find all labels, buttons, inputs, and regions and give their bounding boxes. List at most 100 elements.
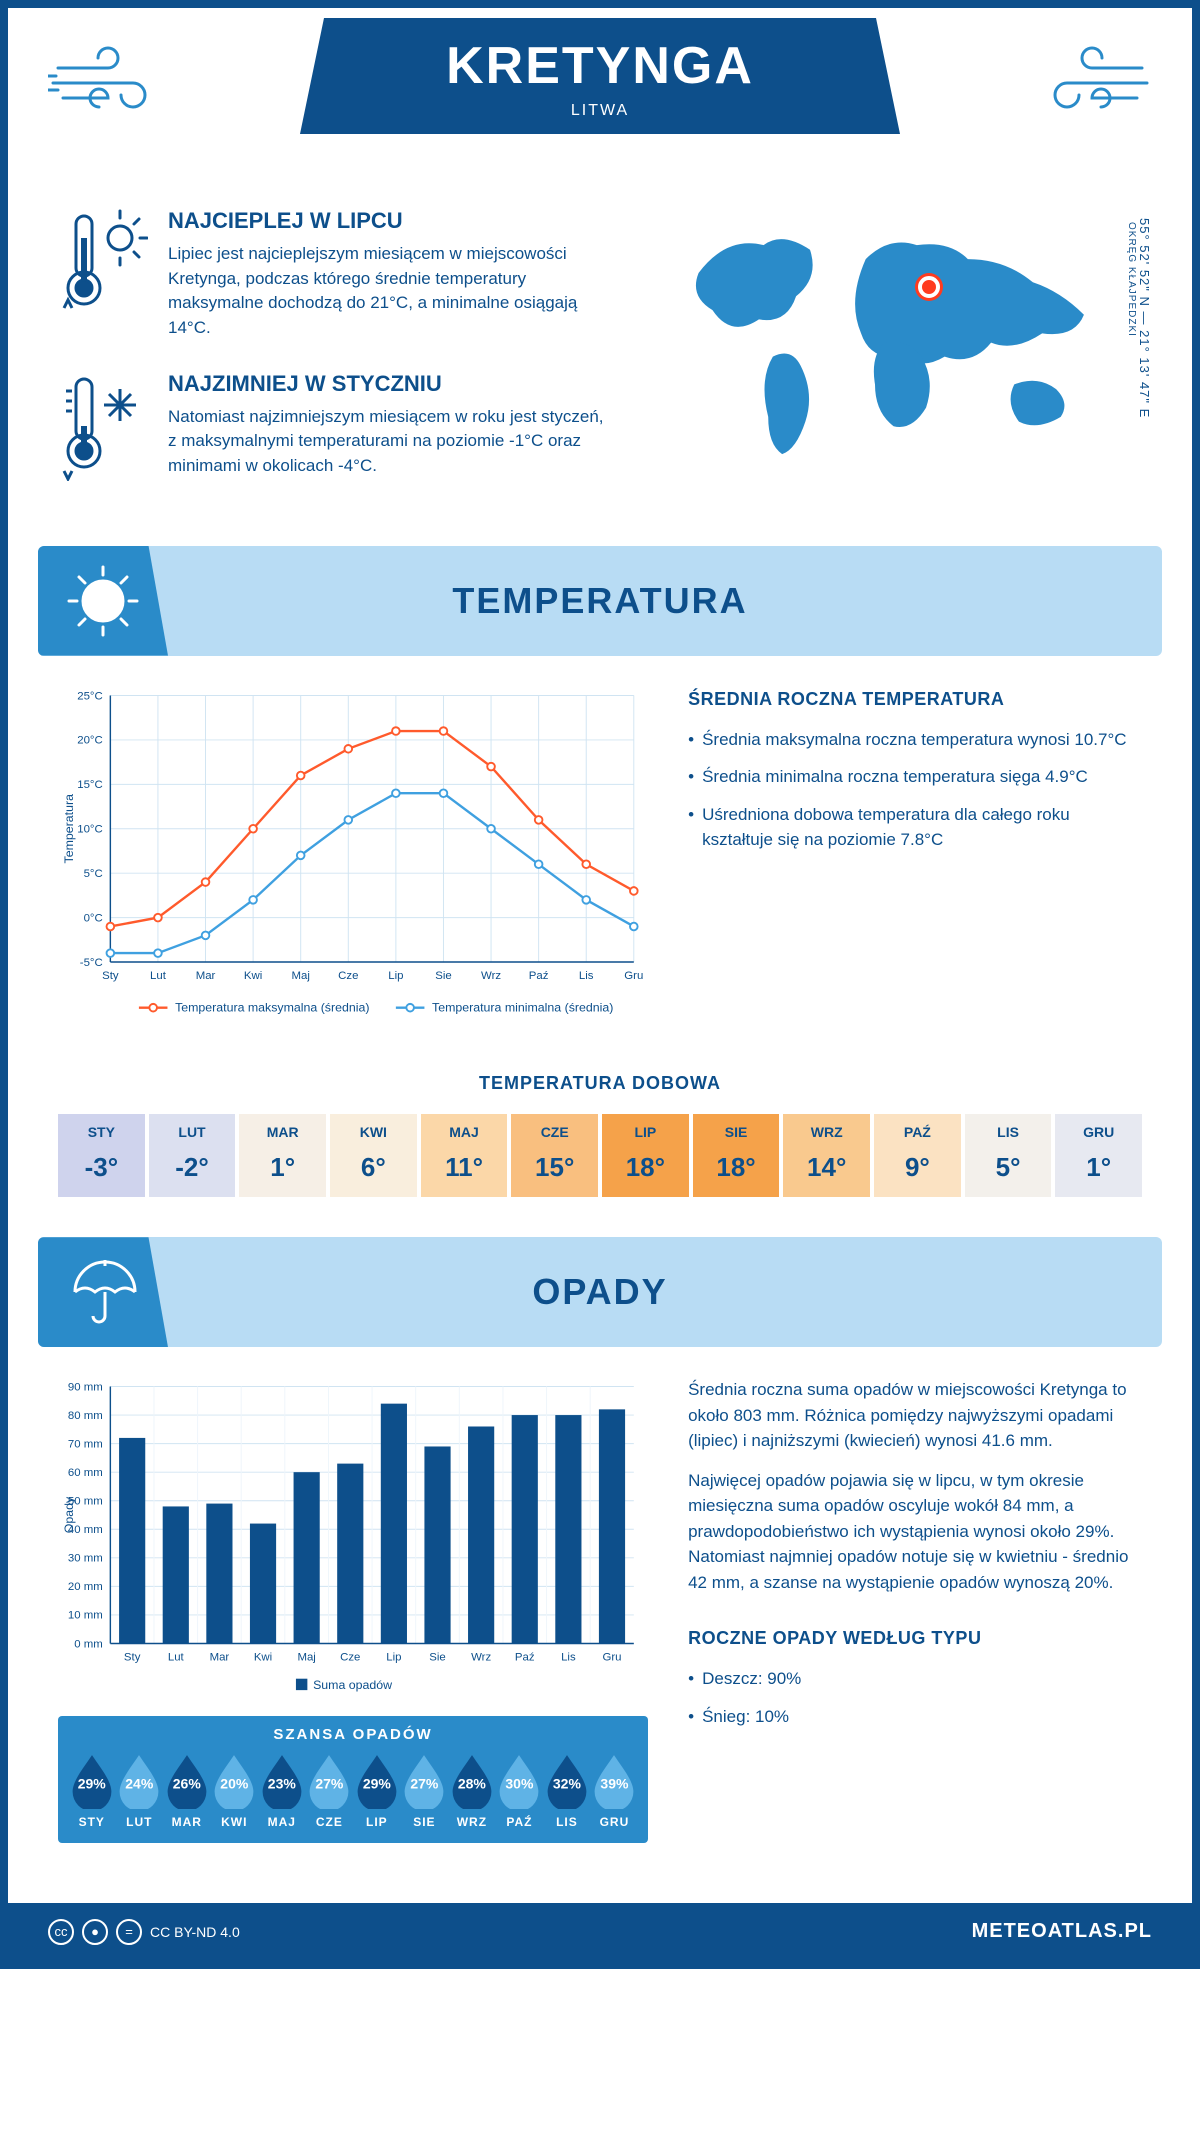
fact-cold: NAJZIMNIEJ W STYCZNIU Natomiast najzimni… bbox=[58, 371, 605, 486]
page: KRETYNGA LITWA NAJCIEP bbox=[0, 0, 1200, 1969]
svg-text:10 mm: 10 mm bbox=[68, 1610, 103, 1622]
svg-text:Lip: Lip bbox=[388, 970, 403, 982]
daily-cell: CZE15° bbox=[511, 1114, 598, 1197]
chance-cell: 28%WRZ bbox=[448, 1753, 496, 1829]
daily-cell: LIS5° bbox=[965, 1114, 1052, 1197]
fact-hot: NAJCIEPLEJ W LIPCU Lipiec jest najcieple… bbox=[58, 208, 605, 341]
svg-text:Mar: Mar bbox=[210, 1652, 230, 1664]
precip-chance-box: SZANSA OPADÓW 29%STY24%LUT26%MAR20%KWI23… bbox=[58, 1716, 648, 1843]
svg-text:20 mm: 20 mm bbox=[68, 1581, 103, 1593]
svg-text:Maj: Maj bbox=[292, 970, 310, 982]
precip-title: OPADY bbox=[168, 1271, 1162, 1313]
temperature-title: TEMPERATURA bbox=[168, 580, 1162, 622]
svg-text:80 mm: 80 mm bbox=[68, 1410, 103, 1422]
temperature-summary: ŚREDNIA ROCZNA TEMPERATURA Średnia maksy… bbox=[688, 686, 1142, 1034]
svg-text:0°C: 0°C bbox=[84, 912, 103, 924]
type-bullet: Śnieg: 10% bbox=[688, 1704, 1142, 1730]
svg-text:Wrz: Wrz bbox=[481, 970, 501, 982]
svg-text:Paź: Paź bbox=[529, 970, 549, 982]
svg-text:30 mm: 30 mm bbox=[68, 1553, 103, 1565]
svg-text:Mar: Mar bbox=[196, 970, 216, 982]
facts-column: NAJCIEPLEJ W LIPCU Lipiec jest najcieple… bbox=[58, 208, 605, 516]
summary-bullet: Średnia maksymalna roczna temperatura wy… bbox=[688, 727, 1142, 753]
daily-cell: MAR1° bbox=[239, 1114, 326, 1197]
intro-row: NAJCIEPLEJ W LIPCU Lipiec jest najcieple… bbox=[8, 188, 1192, 546]
temperature-row: -5°C0°C5°C10°C15°C20°C25°CStyLutMarKwiMa… bbox=[8, 656, 1192, 1064]
svg-text:Sie: Sie bbox=[435, 970, 451, 982]
wind-icon bbox=[48, 38, 188, 133]
daily-cell: LUT-2° bbox=[149, 1114, 236, 1197]
svg-text:Temperatura minimalna (średnia: Temperatura minimalna (średnia) bbox=[432, 1000, 613, 1014]
page-title: KRETYNGA bbox=[300, 36, 900, 96]
by-icon: ● bbox=[82, 1919, 108, 1945]
daily-cell: MAJ11° bbox=[421, 1114, 508, 1197]
type-bullet: Deszcz: 90% bbox=[688, 1666, 1142, 1692]
svg-text:Lip: Lip bbox=[386, 1652, 401, 1664]
fact-hot-text: Lipiec jest najcieplejszym miesiącem w m… bbox=[168, 242, 605, 341]
svg-text:Lut: Lut bbox=[168, 1652, 185, 1664]
chance-cell: 27%CZE bbox=[306, 1753, 354, 1829]
svg-text:70 mm: 70 mm bbox=[68, 1439, 103, 1451]
svg-text:Gru: Gru bbox=[602, 1652, 621, 1664]
chance-cell: 23%MAJ bbox=[258, 1753, 306, 1829]
svg-text:90 mm: 90 mm bbox=[68, 1382, 103, 1394]
precip-para1: Średnia roczna suma opadów w miejscowośc… bbox=[688, 1377, 1142, 1454]
world-map bbox=[645, 208, 1142, 468]
daily-cell: LIP18° bbox=[602, 1114, 689, 1197]
thermometer-snow-icon bbox=[58, 371, 148, 486]
svg-text:Cze: Cze bbox=[338, 970, 358, 982]
nd-icon: = bbox=[116, 1919, 142, 1945]
cc-icon: cc bbox=[48, 1919, 74, 1945]
svg-text:Temperatura: Temperatura bbox=[62, 794, 76, 864]
svg-text:10°C: 10°C bbox=[77, 823, 103, 835]
chance-cell: 27%SIE bbox=[401, 1753, 449, 1829]
svg-text:Kwi: Kwi bbox=[244, 970, 262, 982]
wind-icon bbox=[1012, 38, 1152, 133]
svg-text:20°C: 20°C bbox=[77, 734, 103, 746]
svg-text:Opady: Opady bbox=[62, 1496, 76, 1533]
svg-text:Wrz: Wrz bbox=[471, 1652, 491, 1664]
umbrella-icon bbox=[38, 1237, 168, 1347]
footer: cc ● = CC BY-ND 4.0 METEOATLAS.PL bbox=[8, 1903, 1192, 1961]
daily-temp-title: TEMPERATURA DOBOWA bbox=[8, 1073, 1192, 1094]
brand: METEOATLAS.PL bbox=[972, 1920, 1152, 1943]
daily-cell: WRZ14° bbox=[783, 1114, 870, 1197]
thermometer-sun-icon bbox=[58, 208, 148, 341]
svg-text:5°C: 5°C bbox=[84, 868, 103, 880]
page-subtitle: LITWA bbox=[300, 102, 900, 120]
summary-bullet: Uśredniona dobowa temperatura dla całego… bbox=[688, 802, 1142, 853]
svg-text:-5°C: -5°C bbox=[80, 956, 103, 968]
svg-text:Suma opadów: Suma opadów bbox=[313, 1678, 392, 1692]
chance-cell: 24%LUT bbox=[116, 1753, 164, 1829]
chance-title: SZANSA OPADÓW bbox=[58, 1716, 648, 1753]
svg-text:Sty: Sty bbox=[102, 970, 119, 982]
daily-cell: KWI6° bbox=[330, 1114, 417, 1197]
precip-column: 0 mm10 mm20 mm30 mm40 mm50 mm60 mm70 mm8… bbox=[58, 1377, 648, 1843]
summary-bullet: Średnia minimalna roczna temperatura się… bbox=[688, 764, 1142, 790]
svg-text:Lut: Lut bbox=[150, 970, 167, 982]
chance-cell: 30%PAŹ bbox=[496, 1753, 544, 1829]
svg-text:Sie: Sie bbox=[429, 1652, 446, 1664]
location-marker bbox=[918, 276, 940, 298]
fact-cold-text: Natomiast najzimniejszym miesiącem w rok… bbox=[168, 405, 605, 479]
precip-summary: Średnia roczna suma opadów w miejscowośc… bbox=[688, 1377, 1142, 1843]
precip-para2: Najwięcej opadów pojawia się w lipcu, w … bbox=[688, 1468, 1142, 1596]
svg-text:Lis: Lis bbox=[579, 970, 594, 982]
chance-cell: 39%GRU bbox=[591, 1753, 639, 1829]
svg-text:Gru: Gru bbox=[624, 970, 643, 982]
precip-type-title: ROCZNE OPADY WEDŁUG TYPU bbox=[688, 1625, 1142, 1652]
summary-title: ŚREDNIA ROCZNA TEMPERATURA bbox=[688, 686, 1142, 713]
precip-row: 0 mm10 mm20 mm30 mm40 mm50 mm60 mm70 mm8… bbox=[8, 1347, 1192, 1873]
svg-text:Maj: Maj bbox=[297, 1652, 315, 1664]
chance-cell: 20%KWI bbox=[211, 1753, 259, 1829]
svg-text:60 mm: 60 mm bbox=[68, 1467, 103, 1479]
svg-text:Kwi: Kwi bbox=[254, 1652, 272, 1664]
sun-icon bbox=[38, 546, 168, 656]
svg-text:Sty: Sty bbox=[124, 1652, 141, 1664]
daily-cell: PAŹ9° bbox=[874, 1114, 961, 1197]
license: cc ● = CC BY-ND 4.0 bbox=[48, 1919, 240, 1945]
daily-cell: GRU1° bbox=[1055, 1114, 1142, 1197]
license-text: CC BY-ND 4.0 bbox=[150, 1924, 240, 1940]
chance-cell: 26%MAR bbox=[163, 1753, 211, 1829]
chance-cell: 29%LIP bbox=[353, 1753, 401, 1829]
